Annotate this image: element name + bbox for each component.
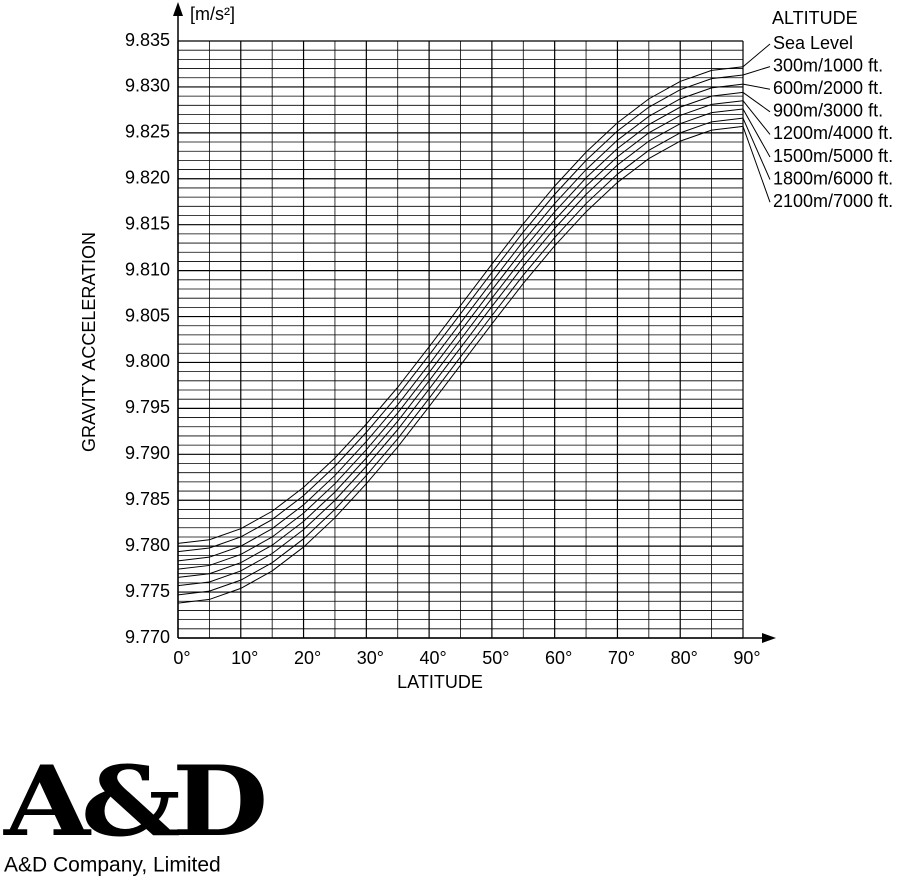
series-line <box>177 66 744 544</box>
x-tick-label: 50° <box>482 648 509 668</box>
y-tick-label: 9.800 <box>125 351 170 371</box>
x-tick-label: 70° <box>608 648 635 668</box>
y-tick-label: 9.785 <box>125 489 170 509</box>
series-line <box>177 83 744 562</box>
x-tick-label: 10° <box>231 648 258 668</box>
legend-leader <box>742 108 771 158</box>
legend-leader <box>742 92 771 113</box>
legend-leader <box>742 126 771 203</box>
y-tick-label: 9.830 <box>125 76 170 96</box>
y-tick-label: 9.815 <box>125 213 170 233</box>
legend-leader <box>742 83 771 90</box>
company-name: A&D Company, Limited <box>4 854 221 877</box>
legend-label: 600m/2000 ft. <box>773 78 883 98</box>
y-tick-label: 9.770 <box>125 627 170 647</box>
x-tick-label: 60° <box>545 648 572 668</box>
legend-leader <box>742 43 771 68</box>
legend-label: 1200m/4000 ft. <box>773 123 893 143</box>
y-tick-label: 9.790 <box>125 443 170 463</box>
series-line <box>177 117 744 596</box>
y-unit: [m/s²] <box>190 4 235 24</box>
legend-label: Sea Level <box>773 33 853 53</box>
series-line <box>177 91 744 570</box>
logo: A&D <box>3 745 265 858</box>
y-axis-arrow <box>173 2 183 16</box>
y-axis-label: GRAVITY ACCELERATION <box>79 232 99 452</box>
y-tick-label: 9.810 <box>125 259 170 279</box>
x-tick-label: 80° <box>671 648 698 668</box>
y-tick-label: 9.780 <box>125 535 170 555</box>
legend-label: 1800m/6000 ft. <box>773 168 893 188</box>
x-tick-label: 40° <box>419 648 446 668</box>
x-tick-label: 0° <box>173 648 190 668</box>
legend-label: 2100m/7000 ft. <box>773 191 893 211</box>
series-line <box>177 100 744 578</box>
legend-leader <box>742 66 771 76</box>
series-line <box>177 74 744 553</box>
legend-label: 1500m/5000 ft. <box>773 146 893 166</box>
x-axis-label: LATITUDE <box>397 672 483 692</box>
y-tick-label: 9.795 <box>125 397 170 417</box>
y-tick-label: 9.825 <box>125 122 170 142</box>
y-tick-label: 9.820 <box>125 168 170 188</box>
y-tick-label: 9.835 <box>125 30 170 50</box>
y-tick-label: 9.775 <box>125 581 170 601</box>
x-tick-label: 20° <box>294 648 321 668</box>
x-tick-label: 90° <box>733 648 760 668</box>
y-tick-label: 9.805 <box>125 305 170 325</box>
x-tick-label: 30° <box>357 648 384 668</box>
legend-leader <box>742 100 771 135</box>
x-axis-arrow <box>762 633 776 643</box>
legend-title: ALTITUDE <box>772 8 858 28</box>
series-line <box>177 108 744 587</box>
series-line <box>177 125 744 604</box>
legend-label: 300m/1000 ft. <box>773 55 883 75</box>
legend-label: 900m/3000 ft. <box>773 101 883 121</box>
legend-leader <box>742 117 771 180</box>
